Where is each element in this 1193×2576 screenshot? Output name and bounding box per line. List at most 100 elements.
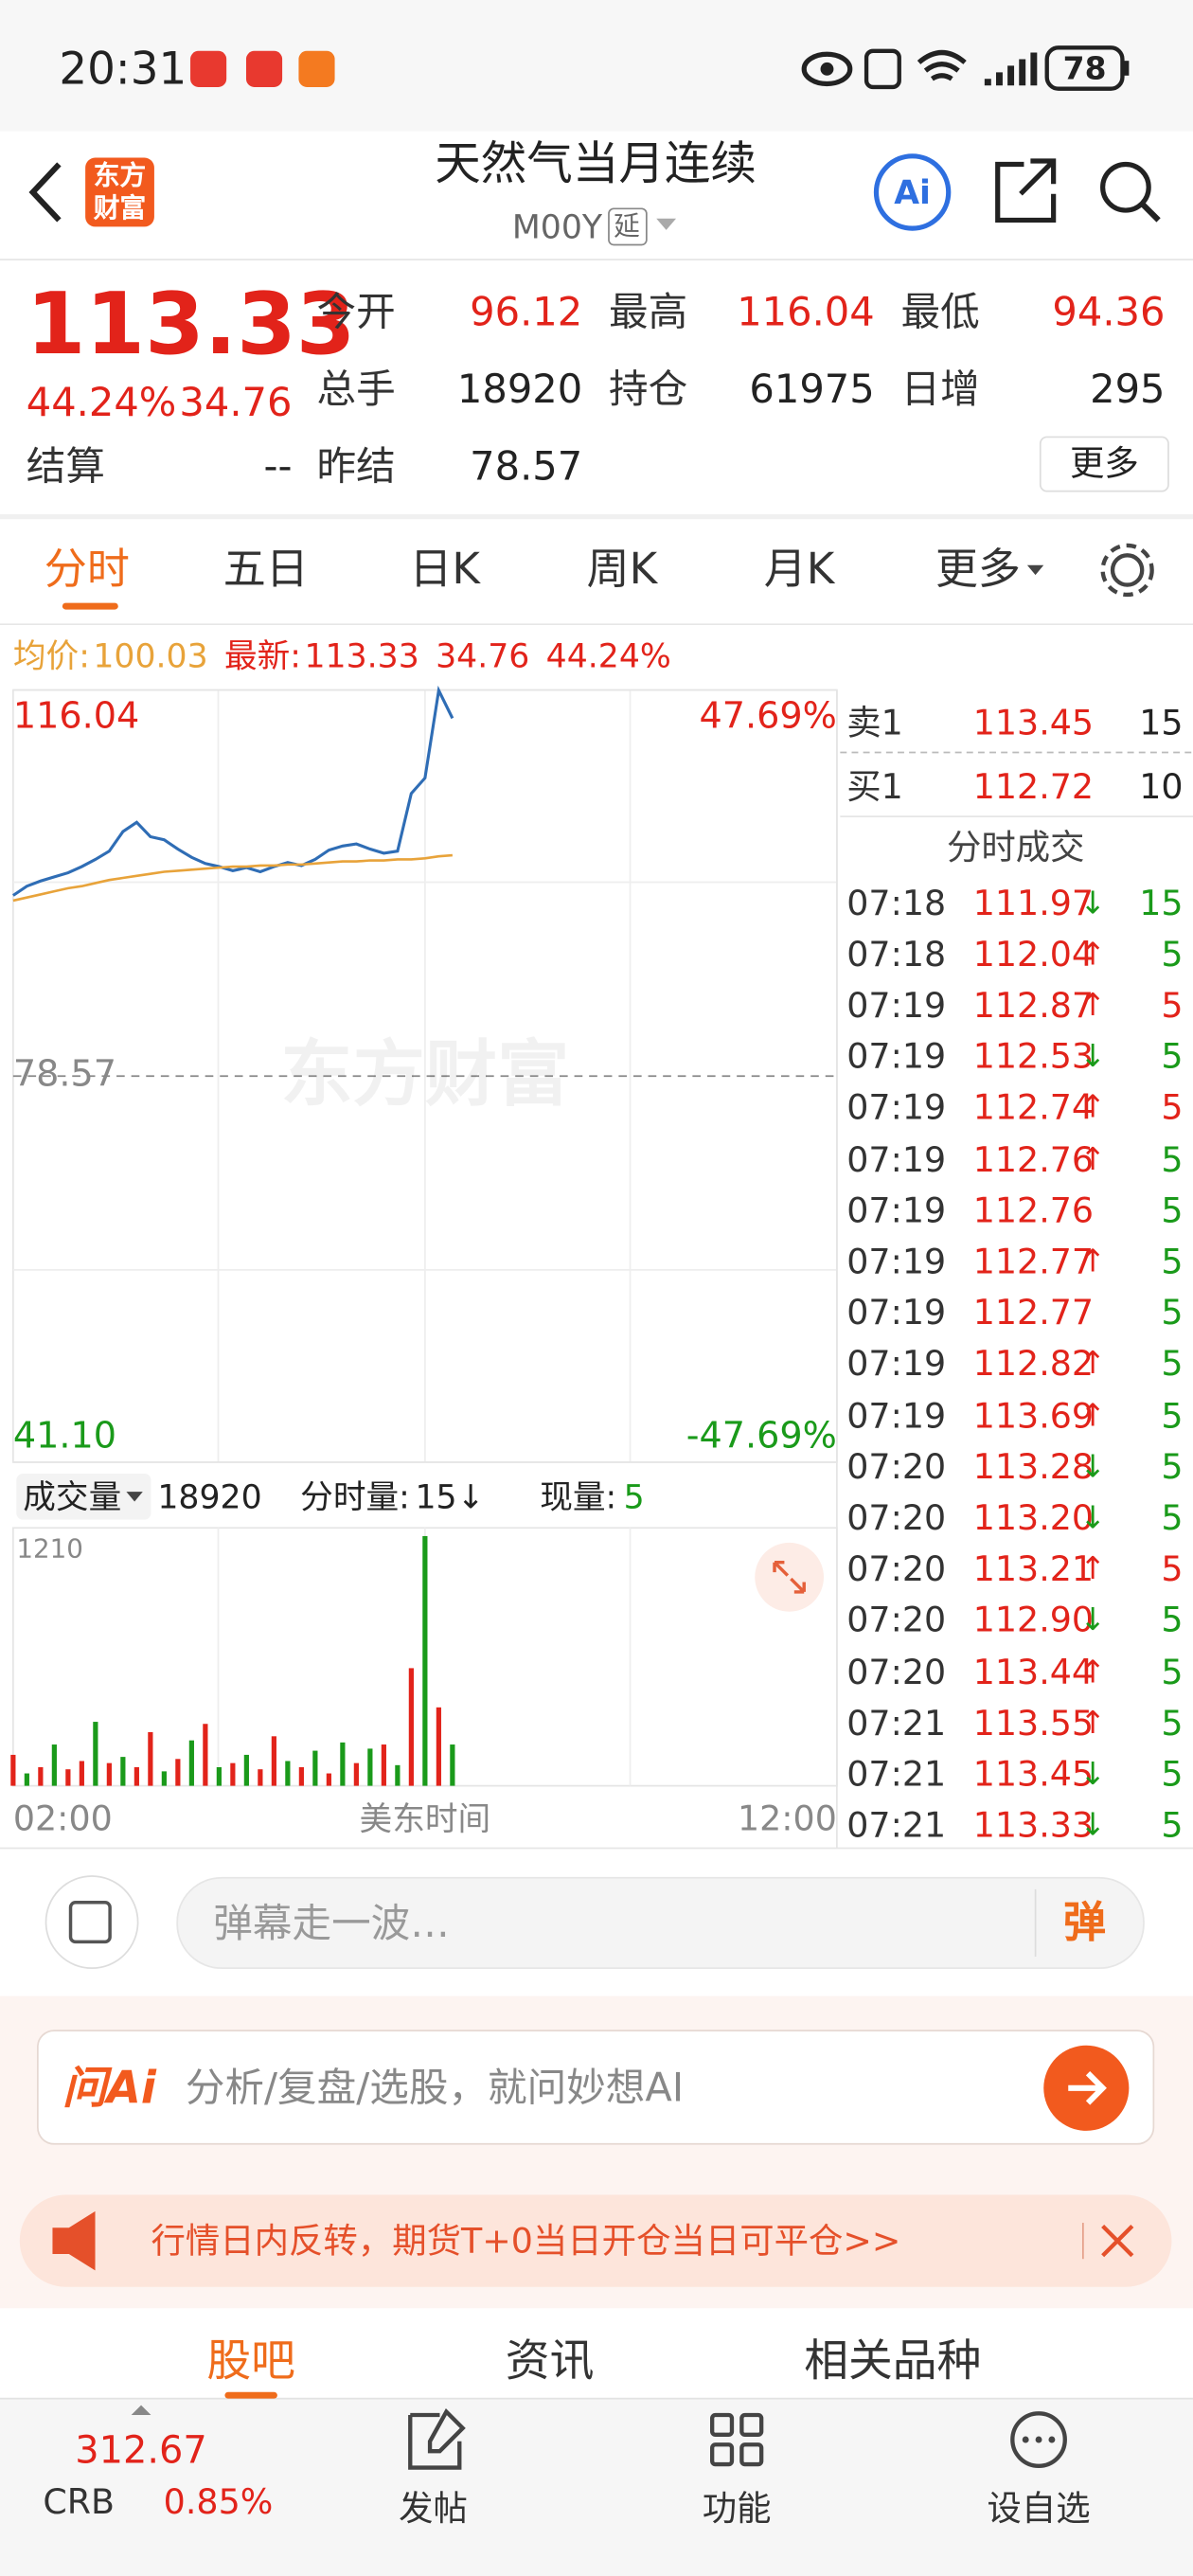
field-value: 295 [1090,366,1166,413]
tab[interactable]: 日K [409,545,480,595]
trade-direction: ↑ [1079,936,1106,973]
watchlist-icon [1022,2436,1029,2443]
volume-label[interactable]: 成交量 [23,1476,122,1517]
watermark: 东方财富 [280,1033,570,1118]
field-value: -- [263,443,293,490]
field-value: 61975 [749,366,875,413]
volume-bar [436,1707,441,1786]
comment-input[interactable] [176,1876,1145,1970]
trade-price: 113.21 [972,1548,1095,1589]
ai-placeholder[interactable]: 分析/复盘/选股，就问妙想AI [185,2065,685,2112]
expand-icon [773,1560,806,1594]
close-icon[interactable] [1101,2224,1134,2258]
volume-bar [230,1762,236,1786]
nav-item[interactable]: 发帖 [399,2488,468,2528]
comment-icon[interactable] [45,1875,139,1970]
info-latest: 113.33 [304,635,419,675]
settings-icon[interactable] [1110,553,1145,587]
share-icon[interactable] [995,158,1057,224]
volume-bar [93,1722,98,1786]
trade-price: 112.77 [972,1293,1095,1333]
volume-selector[interactable] [16,1474,151,1520]
danmaku-button[interactable]: 弹 [1063,1899,1107,1949]
trade-time: 07:21 [846,1703,947,1743]
eye-icon [820,62,834,76]
section-tab[interactable]: 相关品种 [804,2334,982,2387]
caret-icon [131,2405,151,2416]
trade-volume: 5 [1161,1087,1184,1128]
tab-underline [224,2391,277,2399]
info-change-pct: 44.24% [545,635,671,675]
ai-icon[interactable] [873,153,952,231]
tag: 延 [614,210,640,242]
tab[interactable]: 更多 [935,545,1022,595]
trade-direction: ↑ [1079,1397,1106,1434]
trade-direction: ↓ [1079,1038,1106,1075]
ai-icon-text: Ai [894,174,931,212]
logo-text: 东方 [93,159,147,191]
banner-text[interactable]: 行情日内反转，期货T+0当日开仓当日可平仓>> [151,2220,901,2261]
logo [85,157,154,227]
trade-volume: 5 [1161,1242,1184,1281]
watchlist-icon[interactable] [1010,2411,1067,2468]
trade-volume: 5 [1161,1497,1184,1538]
trade-time: 07:18 [846,883,947,923]
volume-bar [51,1744,57,1786]
more-button[interactable] [1039,436,1169,492]
change-pct: 44.24% [26,379,177,426]
trade-price: 113.44 [972,1652,1095,1691]
volume-bar [188,1740,194,1786]
field-label: 持仓 [608,366,688,413]
order-price: 113.45 [972,702,1095,742]
trade-volume: 5 [1161,1754,1184,1795]
trade-time: 07:18 [846,934,947,975]
x-tick-label: 02:00 [12,1798,113,1838]
trade-direction: ↑ [1079,1550,1106,1587]
tab[interactable]: 月K [763,545,835,595]
trade-time: 07:20 [846,1548,947,1589]
tab[interactable]: 周K [586,545,658,595]
trade-volume: 5 [1161,1805,1184,1846]
trade-price: 112.74 [972,1087,1095,1128]
trade-price: 113.69 [972,1395,1095,1436]
section-tab[interactable]: 资讯 [505,2334,595,2387]
price-line [12,853,453,903]
search-icon[interactable] [1100,161,1151,213]
trade-price: 112.76 [972,1139,1095,1179]
trade-time: 07:19 [846,1293,947,1333]
nav-item[interactable]: 设自选 [987,2488,1091,2528]
tab[interactable]: 分时 [44,545,130,595]
trade-price: 113.33 [972,1805,1095,1846]
change: 34.76 [179,379,293,426]
grid-line [12,689,837,1462]
volume-bar [381,1744,386,1786]
field-value: 94.36 [1052,289,1166,335]
code: M00Y [511,206,603,247]
trade-price: 113.20 [972,1497,1095,1538]
trade-time: 07:19 [846,1139,947,1179]
trade-price: 113.28 [972,1446,1095,1487]
back-icon[interactable] [28,162,62,223]
comment-placeholder[interactable]: 弹幕走一波… [213,1901,450,1947]
separator [0,513,1193,520]
trade-direction: ↓ [1079,1756,1106,1793]
nfc-icon [864,48,901,90]
post-icon[interactable] [408,2407,466,2470]
clock: 20:31 [59,43,187,95]
volume-bar [24,1773,29,1786]
trade-price: 113.45 [972,1754,1095,1795]
nav-item[interactable]: 功能 [702,2488,772,2528]
info-change: 34.76 [436,635,530,675]
more-button-label[interactable]: 更多 [1069,442,1139,483]
app-icon [245,50,283,87]
ai-input[interactable] [36,2030,1155,2145]
expand-button[interactable] [755,1542,825,1612]
banner[interactable] [19,2194,1172,2287]
function-icon[interactable] [709,2412,735,2437]
section-tab[interactable]: 股吧 [206,2334,295,2387]
search-icon [1140,201,1161,223]
tab[interactable]: 五日 [223,545,309,595]
tab-underline [62,602,118,610]
tag-box [608,207,648,246]
